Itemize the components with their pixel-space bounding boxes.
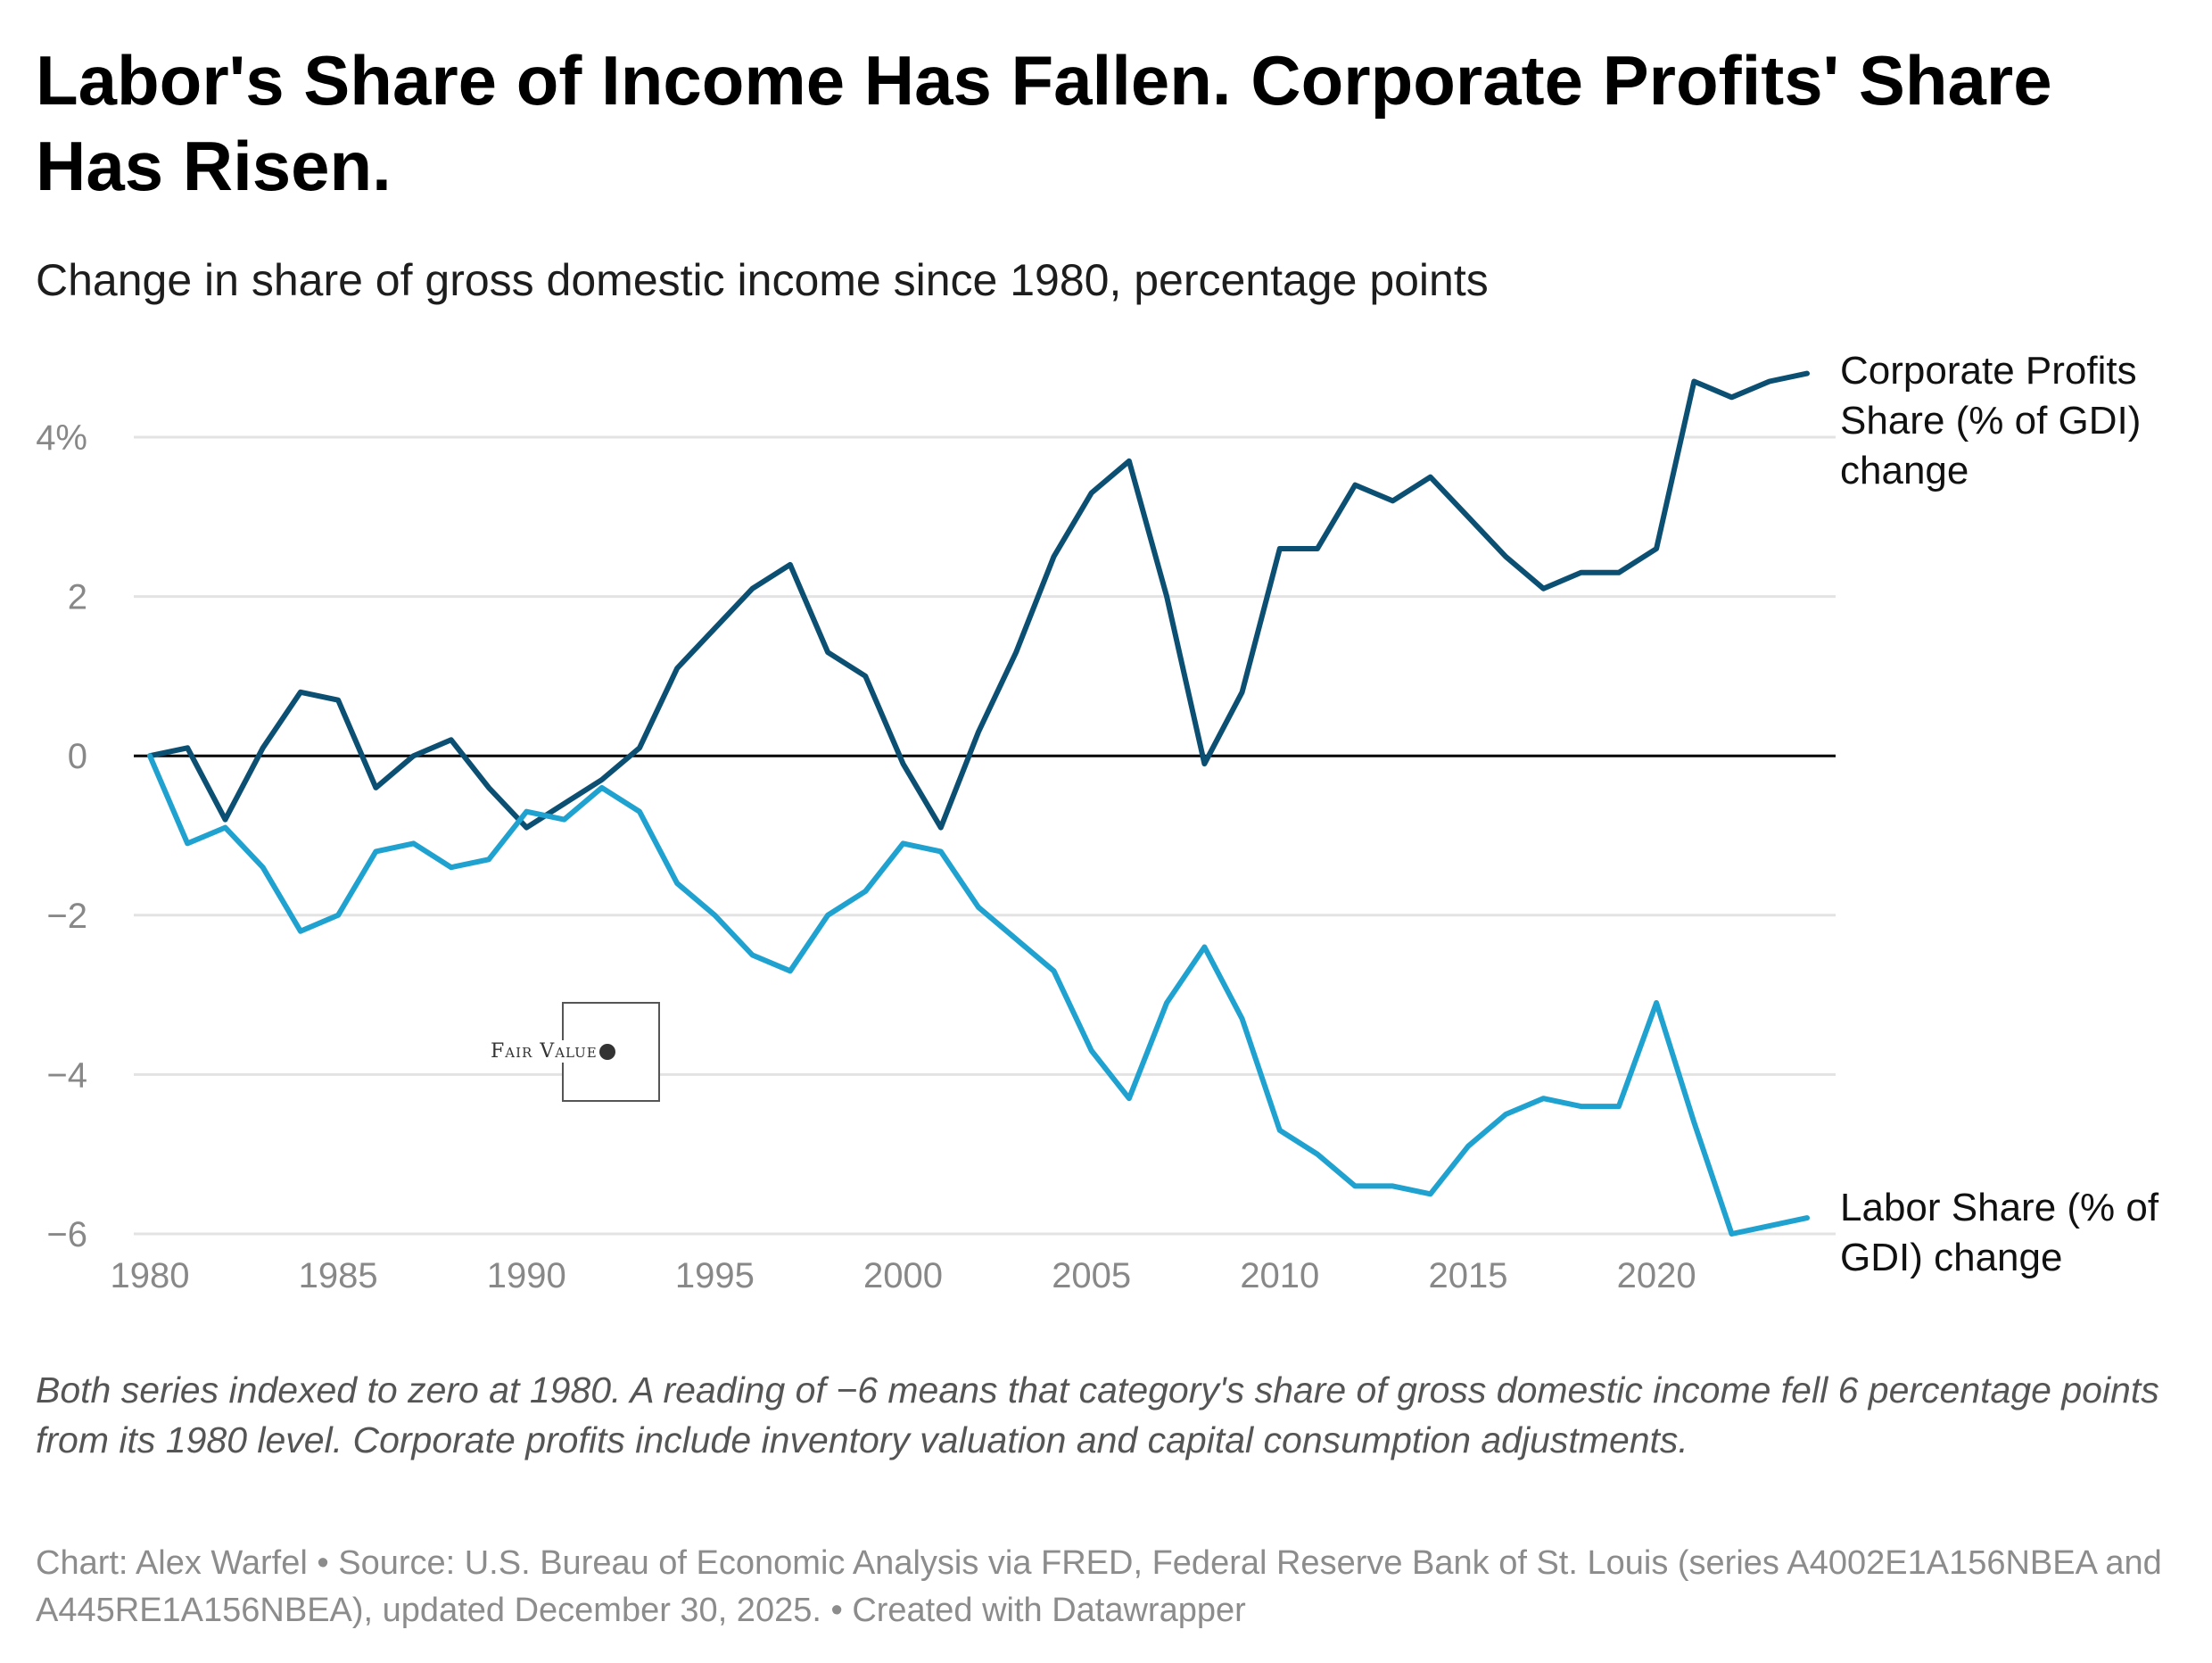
series-line-labor-share xyxy=(147,753,1810,1237)
grid-lines xyxy=(134,435,1836,1236)
series-label-labor-share: Labor Share (% of GDI) change xyxy=(1840,1186,2159,1279)
chart-title: Labor's Share of Income Has Fallen. Corp… xyxy=(36,41,2052,205)
chart-subtitle: Change in share of gross domestic income… xyxy=(36,255,1489,305)
x-tick-label: 1980 xyxy=(111,1256,190,1295)
y-tick-label: 2 xyxy=(68,578,87,617)
watermark-text: Fair Value xyxy=(491,1040,598,1063)
x-tick-label: 1995 xyxy=(675,1256,755,1295)
series-label-corporate-profits: Corporate Profits Share (% of GDI) change xyxy=(1840,349,2141,492)
chart-credit: Chart: Alex Warfel • Source: U.S. Bureau… xyxy=(36,1544,2162,1629)
watermark-logo: Fair Value xyxy=(489,1040,617,1063)
y-tick-label: 4% xyxy=(36,418,87,458)
series-line-corporate-profits xyxy=(147,370,1810,831)
x-tick-label: 1990 xyxy=(487,1256,566,1295)
series-lines xyxy=(147,370,1810,1237)
y-tick-label: −6 xyxy=(46,1215,87,1254)
x-tick-label: 2015 xyxy=(1428,1256,1507,1295)
line-chart: 4% 2 0 −2 −4 −6 1980 1985 1990 1995 2000 2005 2010 2… xyxy=(36,349,2159,1295)
y-tick-label: −4 xyxy=(46,1055,87,1095)
y-tick-label: −2 xyxy=(46,897,87,936)
series-labels: Corporate Profits Share (% of GDI) change L… xyxy=(1840,349,2159,1279)
x-tick-label: 2010 xyxy=(1240,1256,1319,1295)
x-tick-label: 2000 xyxy=(863,1256,943,1295)
dice-icon xyxy=(598,1044,615,1060)
y-axis: 4% 2 0 −2 −4 −6 xyxy=(36,418,87,1254)
y-tick-label: 0 xyxy=(68,737,87,776)
x-tick-label: 2005 xyxy=(1052,1256,1131,1295)
x-tick-label: 1985 xyxy=(299,1256,378,1295)
chart-notes: Both series indexed to zero at 1980. A r… xyxy=(36,1369,2159,1460)
x-axis: 1980 1985 1990 1995 2000 2005 2010 2015 2020 xyxy=(111,1256,1696,1295)
x-tick-label: 2020 xyxy=(1617,1256,1696,1295)
